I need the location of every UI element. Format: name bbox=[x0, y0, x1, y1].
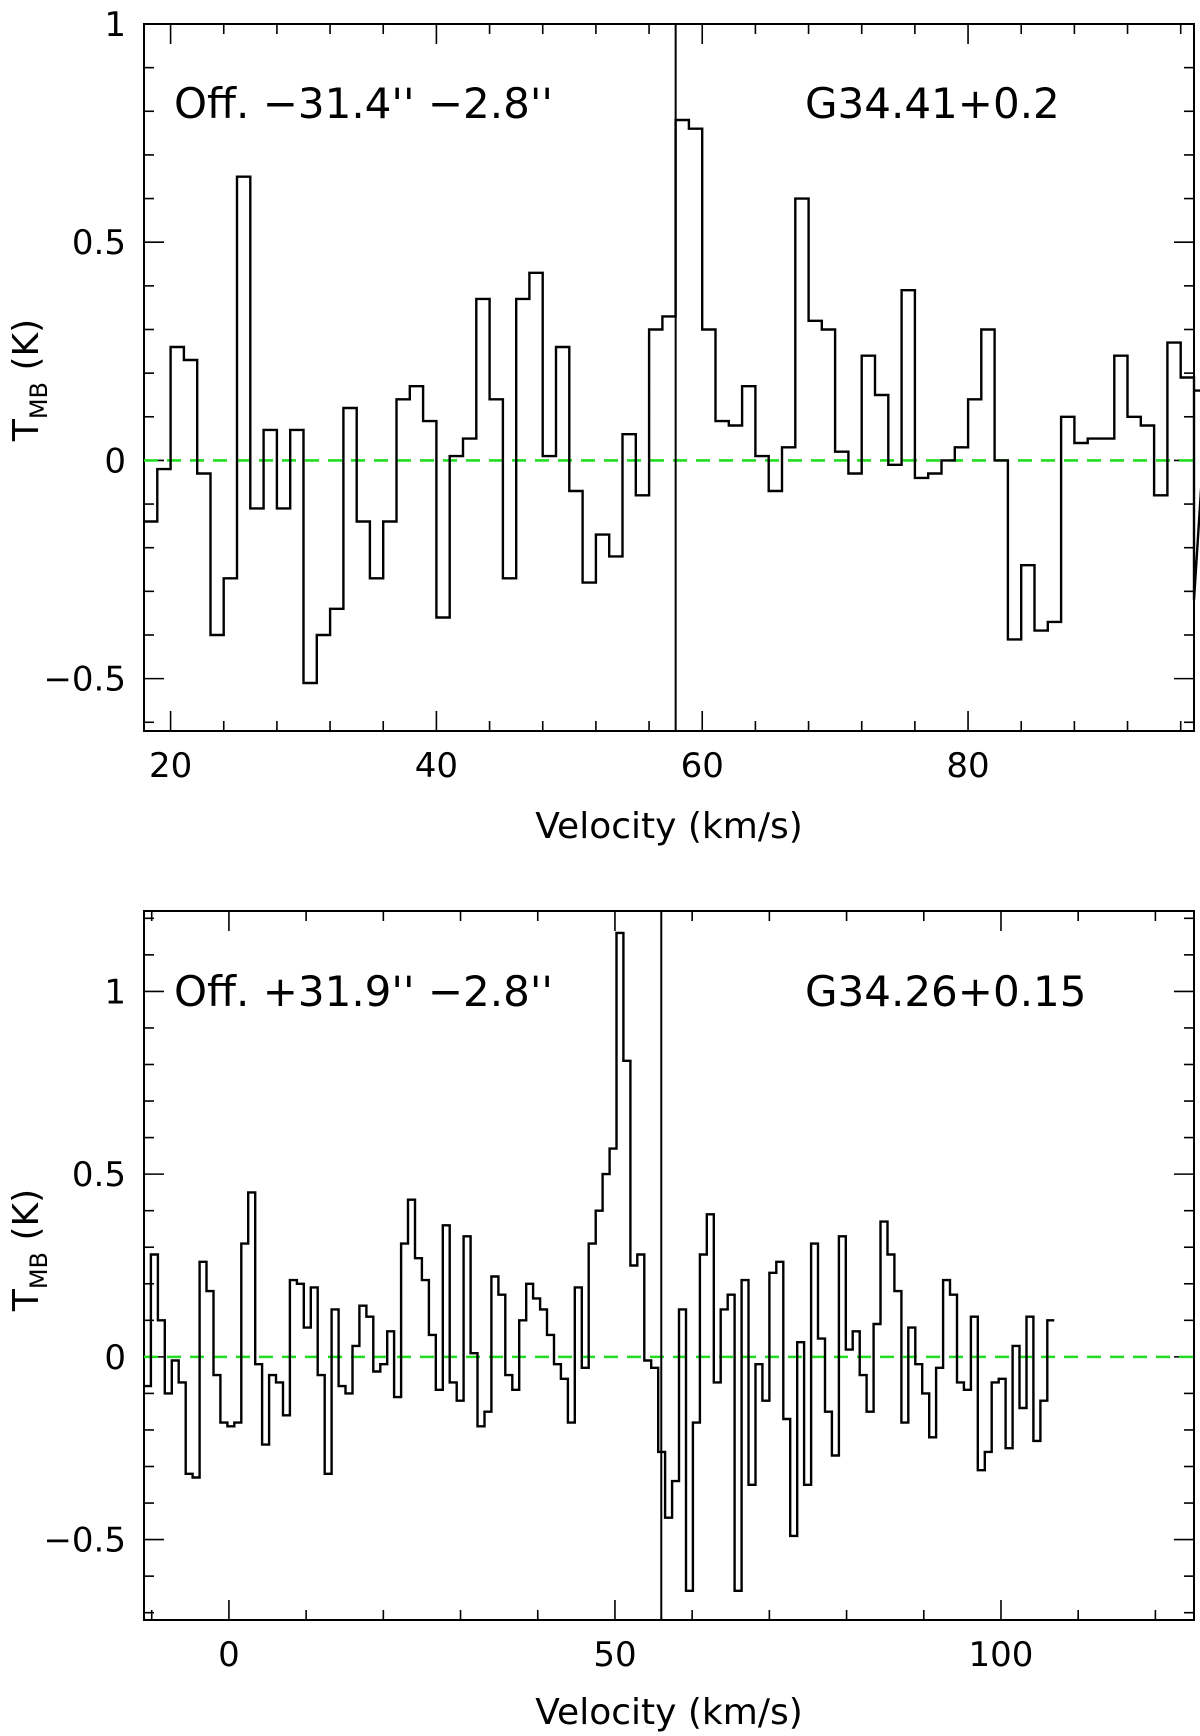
top-x-tick-label: 80 bbox=[946, 746, 989, 786]
bottom-y-axis-label: TMB (K) bbox=[6, 1189, 53, 1312]
top-y-label-sub: MB bbox=[25, 382, 53, 419]
bottom-y-tick-label: 0 bbox=[104, 1338, 126, 1378]
top-y-axis: −0.5 0 0.5 1 bbox=[43, 5, 1194, 724]
top-y-tick-label: 1 bbox=[104, 5, 126, 45]
top-x-tick-label: 40 bbox=[415, 746, 458, 786]
bottom-offset-annotation: Off. +31.9'' −2.8'' bbox=[174, 967, 553, 1016]
bottom-spectrum-series bbox=[144, 931, 1055, 1592]
top-x-axis: 20 40 60 80 bbox=[149, 24, 1182, 786]
top-x-tick-label: 60 bbox=[681, 746, 724, 786]
bottom-plot-frame bbox=[143, 910, 1195, 1621]
top-source-annotation: G34.41+0.2 bbox=[805, 79, 1060, 128]
bottom-x-tick-label: 50 bbox=[593, 1635, 636, 1675]
bottom-y-label-unit: (K) bbox=[6, 1189, 47, 1252]
bottom-y-axis: −0.5 0 0.5 1 bbox=[43, 917, 1194, 1614]
top-y-axis-label: TMB (K) bbox=[6, 319, 53, 442]
top-y-label-unit: (K) bbox=[6, 319, 47, 382]
bottom-x-tick-label: 100 bbox=[969, 1635, 1034, 1675]
top-y-tick-label: −0.5 bbox=[43, 660, 126, 700]
top-plot-frame bbox=[143, 23, 1195, 732]
bottom-x-axis: 0 50 100 bbox=[150, 911, 1157, 1675]
bottom-source-annotation: G34.26+0.15 bbox=[805, 967, 1087, 1016]
top-spectrum-series bbox=[144, 118, 1200, 685]
top-y-label-main: T bbox=[6, 418, 47, 442]
top-y-tick-label: 0.5 bbox=[72, 223, 126, 263]
top-offset-annotation: Off. −31.4'' −2.8'' bbox=[174, 79, 553, 128]
bottom-y-label-main: T bbox=[6, 1288, 47, 1312]
bottom-y-tick-label: −0.5 bbox=[43, 1521, 126, 1561]
top-y-tick-label: 0 bbox=[104, 441, 126, 481]
bottom-y-tick-label: 0.5 bbox=[72, 1155, 126, 1195]
top-x-axis-label: Velocity (km/s) bbox=[535, 806, 803, 847]
top-x-tick-label: 20 bbox=[149, 746, 192, 786]
top-spectrum-panel: 20 40 60 80 −0.5 0 0.5 1 Off. −31.4'' −2.8'' G… bbox=[6, 5, 1200, 847]
bottom-y-label-sub: MB bbox=[25, 1252, 53, 1289]
bottom-y-tick-label: 1 bbox=[104, 972, 126, 1012]
bottom-spectrum-panel: 0 50 100 −0.5 0 0.5 1 Off. +31.9'' −2.8'' G34… bbox=[6, 910, 1195, 1733]
bottom-x-axis-label: Velocity (km/s) bbox=[535, 1692, 803, 1733]
bottom-x-tick-label: 0 bbox=[218, 1635, 240, 1675]
